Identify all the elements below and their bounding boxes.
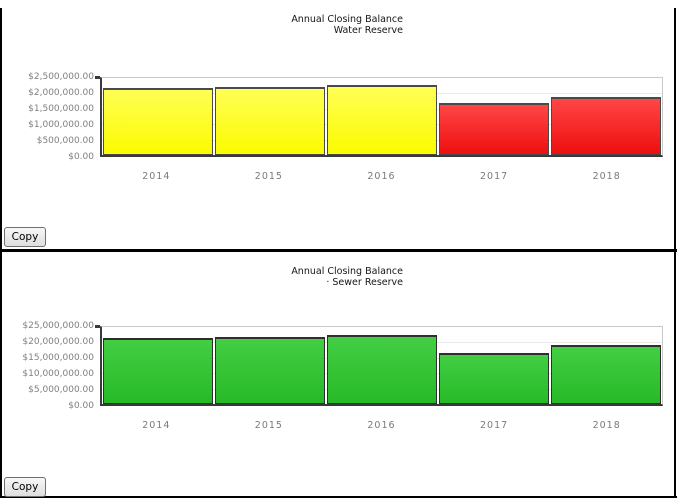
chart-title-block: Annual Closing Balance · Sewer Reserve	[100, 266, 403, 288]
bar-2018	[551, 345, 661, 404]
y-axis-tick-label: $500,000.00	[36, 136, 94, 146]
chart-title: Annual Closing Balance	[291, 266, 403, 277]
bar-2017	[439, 102, 549, 155]
plot-area	[95, 325, 663, 406]
panel-border-right	[674, 8, 676, 249]
x-axis-label: 2018	[592, 420, 621, 431]
x-axis-label: 2016	[367, 420, 396, 431]
chart-subtitle: Water Reserve	[333, 25, 403, 36]
water-reserve-chart-panel: Annual Closing Balance Water Reserve $2,…	[0, 8, 677, 252]
y-axis-tick-label: $15,000,000.00	[22, 353, 94, 363]
bar-2017	[439, 352, 549, 404]
x-axis-label: 2018	[592, 171, 621, 182]
bar-2015	[215, 336, 325, 404]
y-axis-tick-label: $25,000,000.00	[22, 321, 94, 331]
y-axis-tick-label: $0.00	[68, 401, 94, 411]
y-axis-tick-label: $1,000,000.00	[28, 120, 94, 130]
x-axis-label: 2017	[479, 420, 509, 431]
bar-2016	[327, 334, 437, 404]
copy-button[interactable]: Copy	[4, 227, 46, 247]
panel-border-right	[674, 252, 676, 496]
chart-subtitle: · Sewer Reserve	[326, 277, 403, 288]
x-axis-label: 2016	[367, 171, 396, 182]
y-axis-tick-label: $20,000,000.00	[22, 337, 94, 347]
y-axis: $25,000,000.00 $20,000,000.00 $15,000,000.…	[0, 321, 97, 411]
chart-title: Annual Closing Balance	[291, 14, 403, 25]
bar-2015	[215, 86, 325, 155]
y-axis-tick-label: $2,500,000.00	[28, 72, 94, 82]
x-axis-label: 2015	[254, 420, 283, 431]
y-axis-tick-label: $10,000,000.00	[22, 369, 94, 379]
y-axis-tick-label: $0.00	[68, 152, 94, 162]
bar-2016	[327, 84, 437, 155]
panel-border-left	[0, 252, 2, 496]
y-axis-tick-label: $1,500,000.00	[28, 104, 94, 114]
plot-area	[95, 76, 663, 157]
x-axis-label: 2014	[142, 171, 171, 182]
x-axis-label: 2014	[142, 420, 171, 431]
copy-button[interactable]: Copy	[4, 477, 46, 497]
x-axis-label: 2017	[479, 171, 509, 182]
sewer-reserve-chart-panel: Annual Closing Balance · Sewer Reserve $…	[0, 252, 677, 498]
y-axis-tick-label: $2,000,000.00	[28, 88, 94, 98]
bar-2014	[103, 88, 213, 155]
bar-2014	[103, 338, 213, 404]
chart-title-block: Annual Closing Balance Water Reserve	[100, 14, 403, 36]
x-axis: 2014 2015 2016 2017 2018	[100, 413, 663, 431]
panel-border-left	[0, 8, 2, 249]
x-axis-label: 2015	[254, 171, 283, 182]
x-axis: 2014 2015 2016 2017 2018	[100, 164, 663, 182]
y-axis: $2,500,000.00 $2,000,000.00 $1,500,000.00 $…	[0, 72, 97, 162]
y-axis-tick-label: $5,000,000.00	[28, 385, 94, 395]
bar-2018	[551, 97, 661, 155]
